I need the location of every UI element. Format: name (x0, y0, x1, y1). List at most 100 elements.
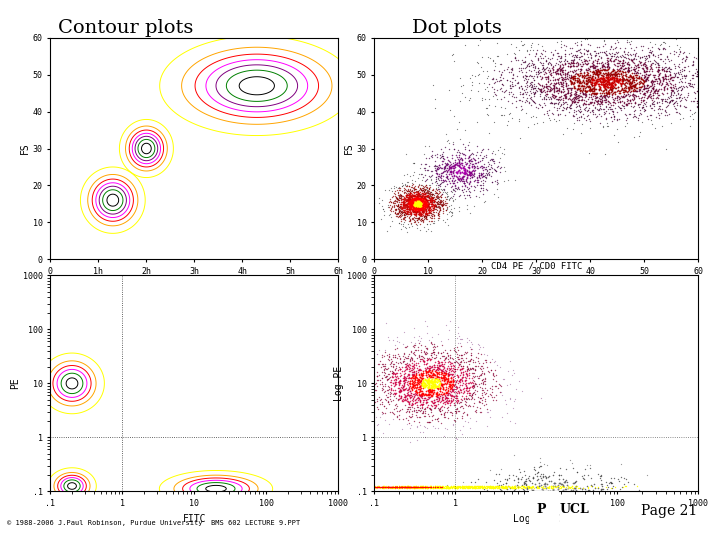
Point (405, 210, 417, 219)
Point (598, 75, 609, 84)
Point (366, 483, 378, 491)
Point (544, 82, 555, 91)
Point (401, 191, 413, 200)
Point (629, 102, 640, 110)
Point (427, 197, 438, 206)
Point (512, 478, 523, 487)
Point (412, 207, 423, 216)
Point (404, 483, 415, 491)
Point (691, 97, 703, 105)
Point (681, 52, 693, 61)
Point (647, 78, 659, 87)
Point (484, 155, 495, 164)
Point (407, 380, 418, 388)
Point (570, 493, 581, 502)
Point (568, 72, 580, 80)
Point (417, 390, 428, 399)
Point (544, 80, 556, 89)
Point (504, 483, 516, 492)
Point (474, 393, 485, 402)
Point (612, 91, 624, 100)
Point (550, 482, 562, 491)
Point (662, 66, 673, 75)
Point (438, 396, 449, 404)
Point (582, 111, 594, 120)
Point (451, 414, 462, 422)
Point (436, 483, 447, 491)
Point (424, 484, 436, 492)
Point (589, 63, 600, 72)
Point (402, 374, 414, 382)
Point (432, 194, 444, 202)
Point (484, 482, 495, 490)
Point (423, 206, 435, 214)
Point (440, 389, 451, 397)
Point (625, 50, 636, 59)
Point (548, 483, 559, 491)
Point (390, 483, 402, 491)
Point (561, 82, 572, 91)
Point (458, 150, 469, 158)
Point (430, 205, 441, 213)
Point (433, 349, 444, 357)
Point (377, 368, 388, 376)
Point (380, 482, 392, 491)
Point (410, 192, 422, 201)
Point (422, 186, 433, 195)
Point (676, 78, 688, 86)
Point (615, 80, 626, 89)
Point (386, 202, 397, 211)
Point (585, 124, 596, 132)
Point (464, 389, 475, 398)
Point (387, 360, 399, 368)
Point (460, 374, 472, 382)
Point (649, 124, 661, 133)
Point (426, 375, 438, 384)
Point (460, 383, 472, 392)
Point (571, 62, 582, 70)
Point (411, 199, 423, 207)
Point (379, 483, 390, 491)
Point (426, 201, 438, 210)
Point (616, 93, 628, 102)
Point (410, 361, 422, 369)
Point (412, 377, 423, 386)
Point (614, 56, 626, 65)
Point (478, 377, 490, 386)
Point (589, 62, 600, 71)
Point (487, 395, 499, 404)
Point (449, 407, 461, 415)
Point (382, 201, 394, 210)
Point (440, 386, 451, 394)
Point (419, 197, 431, 205)
Point (404, 200, 415, 209)
Point (594, 83, 606, 92)
Point (441, 172, 453, 180)
Point (423, 185, 435, 194)
Point (389, 405, 400, 414)
Point (584, 77, 595, 85)
Point (656, 72, 667, 81)
Point (663, 109, 675, 118)
Point (414, 404, 426, 413)
Point (539, 87, 550, 96)
Point (379, 483, 391, 491)
Point (395, 483, 407, 491)
Point (296, 483, 307, 491)
Point (587, 64, 598, 72)
Point (594, 74, 606, 83)
Point (657, 65, 668, 73)
Point (296, 482, 307, 491)
Point (461, 160, 472, 168)
Point (432, 397, 444, 406)
Point (432, 396, 444, 405)
Point (616, 483, 628, 491)
Point (672, 89, 684, 97)
Point (630, 54, 642, 63)
Point (427, 411, 438, 420)
Point (605, 75, 616, 83)
Point (494, 363, 505, 372)
Point (471, 380, 482, 389)
Point (408, 483, 420, 491)
Point (620, 99, 631, 108)
